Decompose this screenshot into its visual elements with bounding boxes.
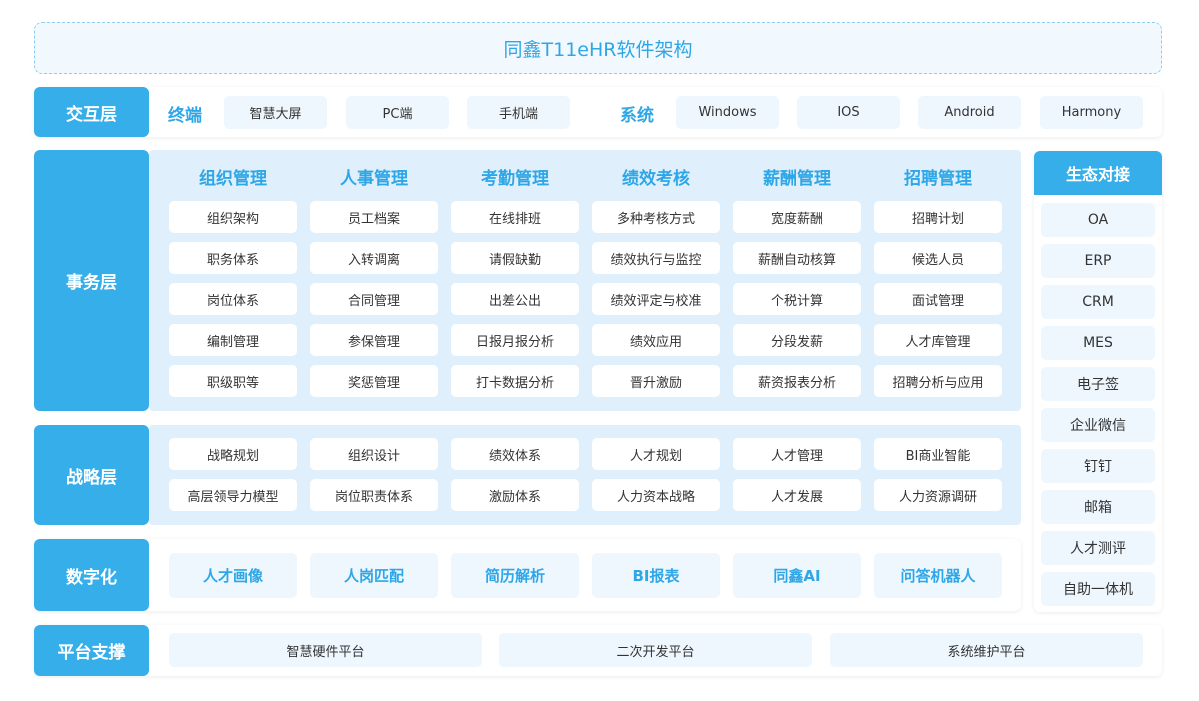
module-item: 请假缺勤: [451, 242, 579, 274]
platform-item: 智慧硬件平台: [169, 633, 482, 667]
diagram-title: 同鑫T11eHR软件架构: [34, 22, 1162, 74]
system-item: Android: [918, 96, 1021, 129]
platform-layer: 平台支撑 智慧硬件平台 二次开发平台 系统维护平台: [34, 625, 1162, 676]
module-item: 组织架构: [169, 201, 297, 233]
module-item: 岗位体系: [169, 283, 297, 315]
module-item: 参保管理: [310, 324, 438, 356]
module-item: 薪酬自动核算: [733, 242, 861, 274]
module-item: 绩效应用: [592, 324, 720, 356]
terminal-item: 智慧大屏: [224, 96, 327, 129]
module-item: 招聘计划: [874, 201, 1002, 233]
strategy-panel: 战略规划 组织设计 绩效体系 人才规划 人才管理 BI商业智能高层领导力模型 岗位职责体系激…: [149, 425, 1021, 525]
strategy-item: 绩效体系: [451, 438, 579, 470]
system-item: IOS: [797, 96, 900, 129]
module-item: 在线排班: [451, 201, 579, 233]
ecosystem-item: 人才测评: [1041, 531, 1155, 565]
ecosystem-item: ERP: [1041, 244, 1155, 278]
module-item: 编制管理: [169, 324, 297, 356]
module-header: 组织管理: [199, 169, 267, 189]
module-item: 人才库管理: [874, 324, 1002, 356]
ecosystem-item: CRM: [1041, 285, 1155, 319]
strategy-item: 人才规划: [592, 438, 720, 470]
layer-label: 事务层: [34, 150, 149, 411]
module-item: 绩效评定与校准: [592, 283, 720, 315]
module-item: 入转调离: [310, 242, 438, 274]
module-header: 考勤管理: [481, 169, 549, 189]
system-item: Harmony: [1040, 96, 1143, 129]
module-item: 宽度薪酬: [733, 201, 861, 233]
ecosystem-item: MES: [1041, 326, 1155, 360]
ecosystem-item: OA: [1041, 203, 1155, 237]
platform-item: 系统维护平台: [830, 633, 1143, 667]
module-item: 候选人员: [874, 242, 1002, 274]
module-item: 多种考核方式: [592, 201, 720, 233]
module-item: 职务体系: [169, 242, 297, 274]
module-item: 分段发薪: [733, 324, 861, 356]
module-item: 出差公出: [451, 283, 579, 315]
digital-item: 简历解析: [451, 553, 579, 598]
system-label: 系统: [620, 106, 654, 126]
strategy-item: 高层领导力模型: [169, 479, 297, 511]
digital-item: BI报表: [592, 553, 720, 598]
module-item: 日报月报分析: [451, 324, 579, 356]
module-header: 薪酬管理: [763, 169, 831, 189]
layer-label: 数字化: [34, 539, 149, 611]
digital-item: 同鑫AI: [733, 553, 861, 598]
module-item: 面试管理: [874, 283, 1002, 315]
digital-item: 问答机器人: [874, 553, 1002, 598]
strategy-layer: 战略层 战略规划 组织设计 绩效体系 人才规划 人才管理 BI商业智能高层领导力模型 岗位职…: [34, 425, 1162, 525]
strategy-item: 岗位职责体系: [310, 479, 438, 511]
affairs-panel: 组织管理组织架构职务体系岗位体系编制管理职级职等 人事管理员工档案入转调离合同管理…: [149, 150, 1021, 411]
module-item: 奖惩管理: [310, 365, 438, 397]
layer-label: 战略层: [34, 425, 149, 525]
terminal-label: 终端: [168, 106, 202, 126]
system-item: Windows: [676, 96, 779, 129]
strategy-item: 组织设计: [310, 438, 438, 470]
strategy-item: 激励体系: [451, 479, 579, 511]
strategy-item: 人力资源调研: [874, 479, 1002, 511]
ecosystem-item: 自助一体机: [1041, 572, 1155, 606]
ecosystem-item: 电子签: [1041, 367, 1155, 401]
digital-item: 人岗匹配: [310, 553, 438, 598]
strategy-item: 战略规划: [169, 438, 297, 470]
ecosystem-item: 企业微信: [1041, 408, 1155, 442]
ecosystem-item: 邮箱: [1041, 490, 1155, 524]
strategy-item: BI商业智能: [874, 438, 1002, 470]
ecosystem-item: 钉钉: [1041, 449, 1155, 483]
affairs-layer: 事务层 组织管理组织架构职务体系岗位体系编制管理职级职等 人事管理员工档案入转调离…: [34, 150, 1162, 411]
module-item: 绩效执行与监控: [592, 242, 720, 274]
module-item: 打卡数据分析: [451, 365, 579, 397]
digital-item: 人才画像: [169, 553, 297, 598]
platform-item: 二次开发平台: [499, 633, 812, 667]
module-item: 晋升激励: [592, 365, 720, 397]
module-item: 合同管理: [310, 283, 438, 315]
module-item: 个税计算: [733, 283, 861, 315]
module-header: 招聘管理: [904, 169, 972, 189]
strategy-item: 人力资本战略: [592, 479, 720, 511]
module-item: 招聘分析与应用: [874, 365, 1002, 397]
layer-label: 平台支撑: [34, 625, 149, 676]
terminal-item: 手机端: [467, 96, 570, 129]
ecosystem-panel: 生态对接 OA ERP CRM MES 电子签企业微信钉钉邮箱人才测评自助一体机: [1034, 151, 1162, 612]
module-item: 职级职等: [169, 365, 297, 397]
terminal-item: PC端: [346, 96, 449, 129]
module-header: 绩效考核: [622, 169, 690, 189]
digital-layer: 数字化 人才画像 人岗匹配 简历解析 BI报表 同鑫AI 问答机器人: [34, 539, 1021, 611]
interaction-layer: 交互层 终端 系统 智慧大屏 PC端 手机端 Windows IOS Android Har…: [34, 87, 1162, 137]
module-item: 薪资报表分析: [733, 365, 861, 397]
module-item: 员工档案: [310, 201, 438, 233]
strategy-item: 人才管理: [733, 438, 861, 470]
module-header: 人事管理: [340, 169, 408, 189]
strategy-item: 人才发展: [733, 479, 861, 511]
ecosystem-header: 生态对接: [1034, 151, 1162, 195]
layer-label: 交互层: [34, 87, 149, 137]
